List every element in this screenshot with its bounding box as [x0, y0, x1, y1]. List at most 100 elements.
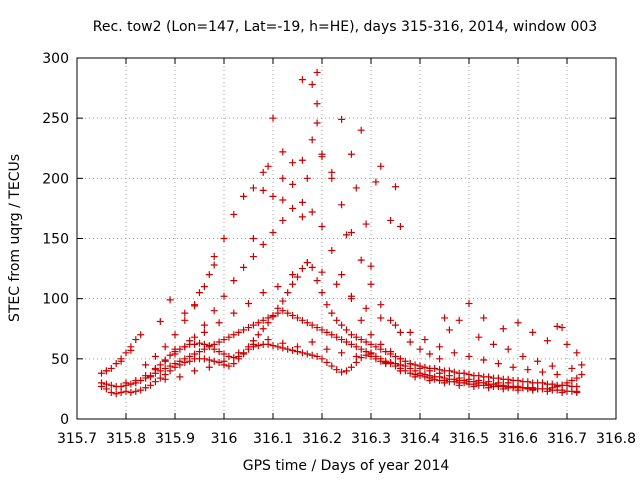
data-point — [499, 325, 507, 333]
data-point — [240, 192, 248, 200]
data-point — [230, 210, 238, 218]
data-point — [279, 307, 287, 315]
data-point — [161, 375, 169, 383]
data-point — [357, 126, 365, 134]
data-point — [166, 351, 174, 359]
data-point — [328, 174, 336, 182]
data-point — [504, 379, 512, 387]
data-point — [122, 379, 130, 387]
data-point — [441, 314, 448, 322]
data-point — [142, 361, 150, 369]
data-point — [436, 369, 444, 377]
data-point — [406, 328, 414, 336]
data-point — [426, 376, 434, 384]
data-point — [333, 333, 341, 341]
data-point — [548, 380, 556, 388]
data-point — [328, 362, 336, 370]
data-point — [249, 340, 257, 348]
data-point — [396, 328, 404, 336]
data-point — [367, 262, 375, 270]
data-point — [191, 367, 199, 375]
data-point — [156, 361, 164, 369]
x-axis-label: GPS time / Days of year 2014 — [243, 458, 450, 474]
data-point — [455, 374, 463, 382]
data-point — [514, 376, 522, 384]
data-point — [367, 340, 375, 348]
data-point — [308, 321, 316, 329]
data-point — [524, 378, 532, 386]
data-point — [200, 328, 208, 336]
data-point — [367, 280, 375, 288]
data-point — [274, 283, 282, 291]
data-point — [480, 356, 488, 364]
data-point — [215, 319, 223, 327]
data-point — [347, 150, 355, 158]
data-point — [352, 333, 360, 341]
data-point — [230, 277, 238, 285]
data-point — [573, 374, 581, 382]
data-point — [411, 373, 419, 381]
data-point — [269, 313, 277, 321]
data-point — [338, 336, 346, 344]
data-point — [406, 369, 414, 377]
data-point — [313, 68, 321, 76]
data-point — [465, 352, 473, 360]
x-tick-label: 315.9 — [155, 431, 195, 447]
data-point — [352, 352, 360, 360]
data-point — [137, 331, 145, 339]
data-point — [357, 354, 365, 362]
data-point — [534, 357, 542, 365]
data-point — [343, 326, 350, 334]
data-point — [220, 235, 228, 242]
data-point — [504, 345, 512, 353]
data-point — [426, 367, 434, 375]
data-point — [328, 247, 336, 255]
data-point — [465, 299, 473, 307]
data-point — [308, 263, 316, 271]
data-point — [450, 378, 458, 386]
data-point — [347, 228, 355, 236]
data-point — [254, 342, 262, 350]
data-point — [519, 352, 527, 360]
data-point — [357, 345, 365, 353]
data-point — [392, 321, 399, 329]
data-point — [396, 367, 404, 375]
data-point — [406, 338, 414, 346]
data-point — [117, 357, 125, 365]
data-point — [450, 368, 458, 376]
x-tick-label: 315.8 — [106, 431, 146, 447]
data-point — [298, 198, 306, 206]
x-tick-label: 316.6 — [498, 431, 538, 447]
data-point — [499, 385, 507, 393]
data-point — [156, 367, 164, 375]
data-point — [210, 261, 218, 269]
data-point — [406, 360, 414, 368]
data-point — [396, 355, 404, 363]
data-point — [230, 331, 238, 339]
data-point — [156, 374, 164, 382]
x-tick-label: 316.1 — [253, 431, 293, 447]
data-point — [377, 340, 385, 348]
data-point — [313, 119, 321, 127]
data-point — [279, 297, 287, 305]
data-point — [558, 389, 566, 397]
data-point — [338, 321, 346, 329]
data-point — [455, 381, 463, 389]
axis-ticks — [76, 57, 617, 420]
data-point — [166, 296, 174, 304]
data-point — [284, 345, 292, 353]
data-point — [347, 331, 355, 339]
data-point — [490, 340, 497, 348]
x-tick-label: 316.7 — [547, 431, 587, 447]
x-tick-label: 316.8 — [596, 431, 636, 447]
data-point — [284, 309, 292, 317]
y-tick-label: 0 — [60, 412, 69, 428]
data-point — [279, 216, 287, 224]
data-point — [259, 241, 267, 249]
data-point — [573, 349, 581, 357]
chart-title: Rec. tow2 (Lon=147, Lat=-19, h=HE), days… — [93, 19, 597, 35]
data-point — [357, 336, 365, 344]
data-point — [298, 316, 306, 324]
data-point — [205, 363, 213, 371]
data-point — [112, 390, 120, 398]
